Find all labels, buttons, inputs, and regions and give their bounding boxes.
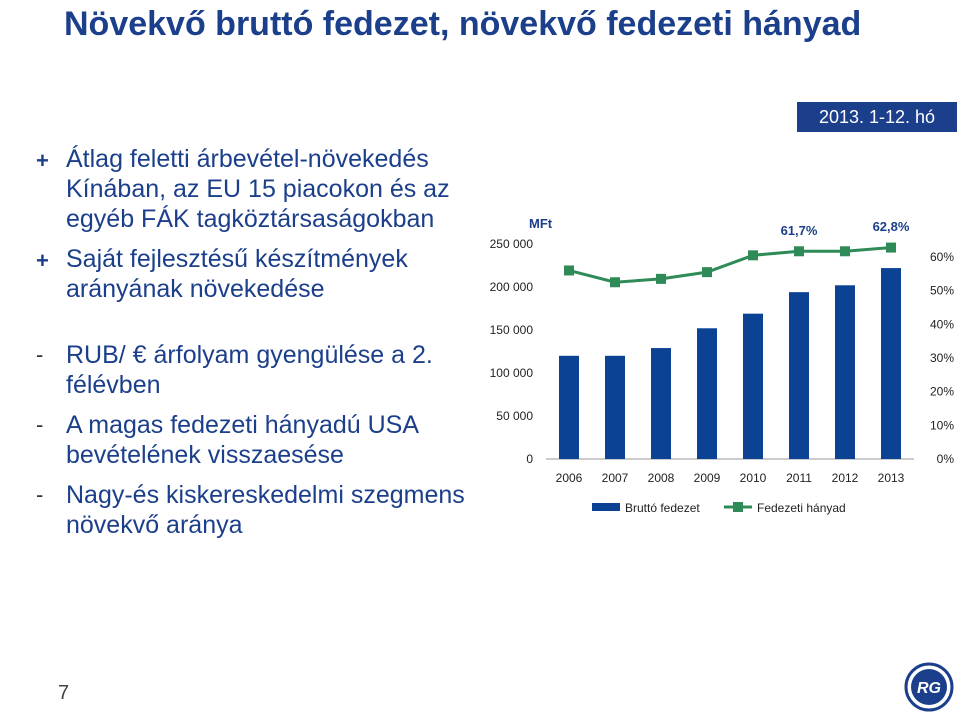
point-fedezeti-hanyad-2011 bbox=[794, 246, 804, 257]
y-right-tick-label: 0% bbox=[937, 452, 955, 466]
minus-bullet-mark: - bbox=[36, 412, 44, 437]
date-badge: 2013. 1-12. hó bbox=[797, 102, 957, 132]
point-fedezeti-hanyad-2013 bbox=[886, 242, 896, 253]
bullet-item: + Saját fejlesztésű készítmények arányán… bbox=[28, 244, 468, 304]
bullet-text: A magas fedezeti hányadú USA bevételének… bbox=[66, 411, 418, 469]
x-tick-label: 2007 bbox=[602, 471, 629, 485]
bullet-text: Átlag feletti árbevétel-növekedés Kínába… bbox=[66, 145, 450, 233]
data-label: 62,8% bbox=[873, 219, 910, 234]
y-left-unit-label: MFt bbox=[529, 216, 553, 231]
bar-bruttó-fedezet-2010 bbox=[743, 313, 763, 459]
y-left-tick-label: 250 000 bbox=[490, 237, 534, 251]
bullet-item: - RUB/ € árfolyam gyengülése a 2. félévb… bbox=[28, 340, 468, 400]
x-tick-label: 2012 bbox=[832, 471, 859, 485]
slide-title: Növekvő bruttó fedezet, növekvő fedezeti… bbox=[64, 5, 862, 43]
y-left-tick-label: 50 000 bbox=[496, 409, 533, 423]
bar-bruttó-fedezet-2009 bbox=[697, 328, 717, 459]
point-fedezeti-hanyad-2012 bbox=[840, 246, 850, 257]
point-fedezeti-hanyad-2008 bbox=[656, 273, 666, 284]
bar-bruttó-fedezet-2008 bbox=[651, 348, 671, 459]
y-left-tick-label: 100 000 bbox=[490, 366, 534, 380]
minus-bullet-mark: - bbox=[36, 342, 44, 367]
legend-swatch-bar bbox=[592, 503, 620, 511]
x-tick-label: 2013 bbox=[878, 471, 905, 485]
data-label: 61,7% bbox=[781, 223, 818, 238]
bar-bruttó-fedezet-2011 bbox=[789, 292, 809, 459]
y-right-tick-label: 20% bbox=[930, 385, 954, 399]
point-fedezeti-hanyad-2006 bbox=[564, 265, 574, 276]
line-fedezeti-hanyad bbox=[568, 246, 892, 284]
x-tick-label: 2011 bbox=[786, 471, 812, 485]
legend-swatch-marker bbox=[733, 502, 743, 512]
y-left-tick-label: 150 000 bbox=[490, 323, 534, 337]
bullet-text: Nagy-és kiskereskedelmi szegmens növekvő… bbox=[66, 481, 465, 539]
bullet-list: + Átlag feletti árbevétel-növekedés Kíná… bbox=[28, 144, 468, 550]
bullet-item: - Nagy-és kiskereskedelmi szegmens növek… bbox=[28, 480, 468, 540]
svg-text:RG: RG bbox=[917, 680, 941, 697]
y-left-tick-label: 0 bbox=[526, 452, 533, 466]
y-left-tick-label: 200 000 bbox=[490, 280, 534, 294]
bullet-item: + Átlag feletti árbevétel-növekedés Kíná… bbox=[28, 144, 468, 234]
x-tick-label: 2008 bbox=[648, 471, 675, 485]
x-tick-label: 2010 bbox=[740, 471, 767, 485]
x-tick-label: 2009 bbox=[694, 471, 721, 485]
x-tick-label: 2006 bbox=[556, 471, 583, 485]
page-number: 7 bbox=[58, 682, 70, 704]
y-right-tick-label: 30% bbox=[930, 351, 954, 365]
y-right-tick-label: 50% bbox=[930, 284, 954, 298]
legend-label: Bruttó fedezet bbox=[625, 501, 700, 515]
bullet-text: Saját fejlesztésű készítmények arányának… bbox=[66, 245, 408, 303]
bar-bruttó-fedezet-2006 bbox=[559, 355, 579, 459]
y-right-tick-label: 10% bbox=[930, 418, 954, 432]
bar-bruttó-fedezet-2007 bbox=[605, 355, 625, 459]
plus-bullet-mark: + bbox=[36, 248, 49, 273]
bullet-item: - A magas fedezeti hányadú USA bevételén… bbox=[28, 410, 468, 470]
point-fedezeti-hanyad-2009 bbox=[702, 267, 712, 278]
bar-bruttó-fedezet-2012 bbox=[835, 285, 855, 459]
richter-gedeon-logo-icon: RG bbox=[904, 662, 954, 712]
plus-bullet-mark: + bbox=[36, 148, 49, 173]
point-fedezeti-hanyad-2010 bbox=[748, 250, 758, 261]
bullet-text: RUB/ € árfolyam gyengülése a 2. félévben bbox=[66, 341, 433, 399]
point-fedezeti-hanyad-2007 bbox=[610, 277, 620, 288]
y-right-tick-label: 60% bbox=[930, 250, 954, 264]
minus-bullet-mark: - bbox=[36, 482, 44, 507]
bar-bruttó-fedezet-2013 bbox=[881, 268, 901, 459]
legend-label: Fedezeti hányad bbox=[757, 501, 846, 515]
y-right-tick-label: 40% bbox=[930, 317, 954, 331]
